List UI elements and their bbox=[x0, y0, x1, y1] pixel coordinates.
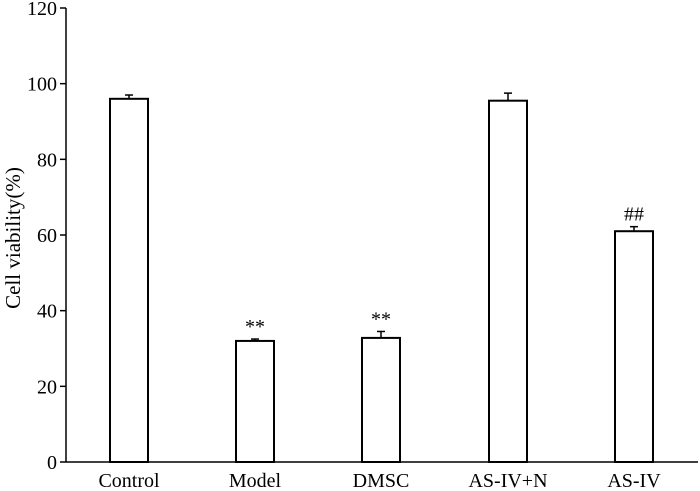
x-category-label: AS-IV+N bbox=[468, 470, 547, 491]
bar-control bbox=[109, 97, 149, 464]
significance-marker: ** bbox=[371, 308, 391, 330]
y-tick-label: 0 bbox=[47, 452, 57, 474]
bar-as-iv bbox=[614, 230, 654, 463]
x-category-label: DMSC bbox=[353, 470, 410, 491]
labels: 0 20 40 60 80 100 120 Control ** Model ** DMSC AS-IV… bbox=[27, 0, 661, 491]
bars bbox=[109, 92, 654, 464]
y-tick-label: 80 bbox=[37, 149, 57, 171]
significance-marker: ## bbox=[624, 204, 644, 226]
x-category-label: AS-IV bbox=[607, 470, 661, 491]
y-tick-label: 120 bbox=[27, 0, 57, 20]
bar-dmsc bbox=[361, 336, 401, 464]
bar-model bbox=[235, 339, 275, 463]
significance-marker: ** bbox=[245, 316, 265, 338]
y-axis-title: Cell viability(%) bbox=[1, 167, 25, 309]
x-category-label: Model bbox=[229, 470, 282, 491]
y-tick-label: 20 bbox=[37, 376, 57, 398]
bar-as-iv-n bbox=[488, 99, 528, 463]
x-category-label: Control bbox=[98, 470, 160, 491]
y-tick-label: 100 bbox=[27, 74, 57, 96]
y-tick-label: 60 bbox=[37, 225, 57, 247]
y-tick-label: 40 bbox=[37, 301, 57, 323]
